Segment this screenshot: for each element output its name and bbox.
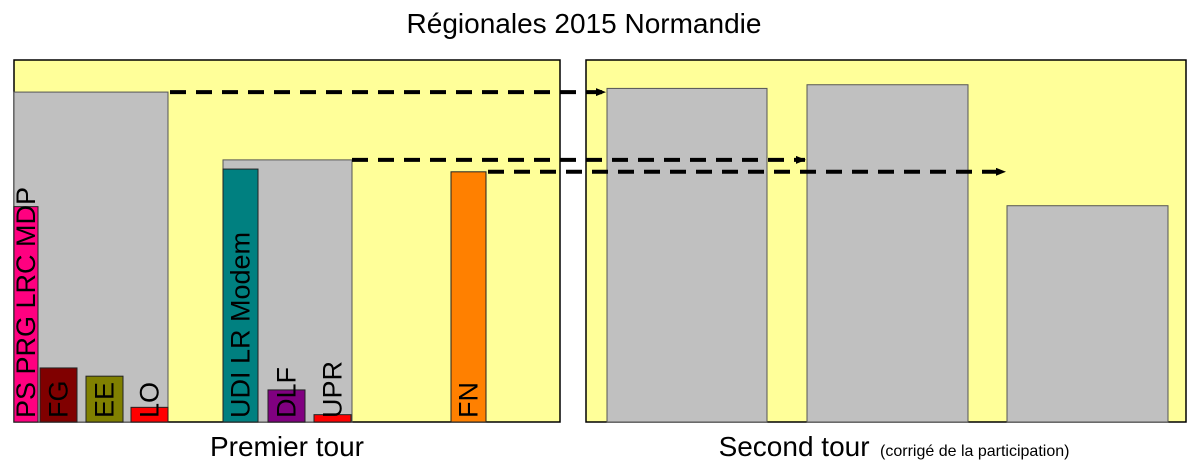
label-ps-prg-lrc-mdp: PS PRG LRC MDP — [11, 187, 41, 418]
xlabel-second-tour: Second tour (corrigé de la participation… — [719, 431, 1070, 462]
label-upr: UPR — [318, 361, 348, 418]
bar-fg — [39, 367, 78, 423]
label-dlf: DLF — [272, 367, 302, 418]
xlabel-second-tour-note: (corrigé de la participation) — [880, 443, 1069, 460]
label-fn: FN — [454, 382, 484, 418]
second-tour-bar-1 — [806, 84, 969, 423]
chart-title: Régionales 2015 Normandie — [407, 8, 762, 39]
bar-fn — [450, 171, 487, 423]
label-ee: EE — [90, 382, 120, 418]
xlabel-second-tour-main: Second tour — [719, 431, 870, 462]
bar-upr — [313, 414, 352, 423]
label-lo: LO — [135, 382, 165, 418]
label-fg: FG — [44, 381, 74, 419]
bar-udi-lr-modem — [222, 168, 259, 423]
second-tour-bar-0 — [606, 87, 768, 423]
premier-block-0 — [13, 91, 169, 423]
chart-marks: PS PRG LRC MDP FG EE LO UDI LR Modem DLF UPR FN — [11, 84, 1169, 423]
bar-ee — [85, 375, 124, 423]
bar-dlf — [267, 389, 306, 423]
xlabel-premier-tour: Premier tour — [210, 431, 364, 462]
bar-ps-prg-lrc-mdp — [13, 206, 39, 423]
second-tour-bar-2 — [1006, 205, 1169, 423]
transfer-arrows — [170, 88, 1006, 176]
bar-lo — [130, 406, 169, 423]
label-udi-lr-modem: UDI LR Modem — [226, 232, 256, 418]
